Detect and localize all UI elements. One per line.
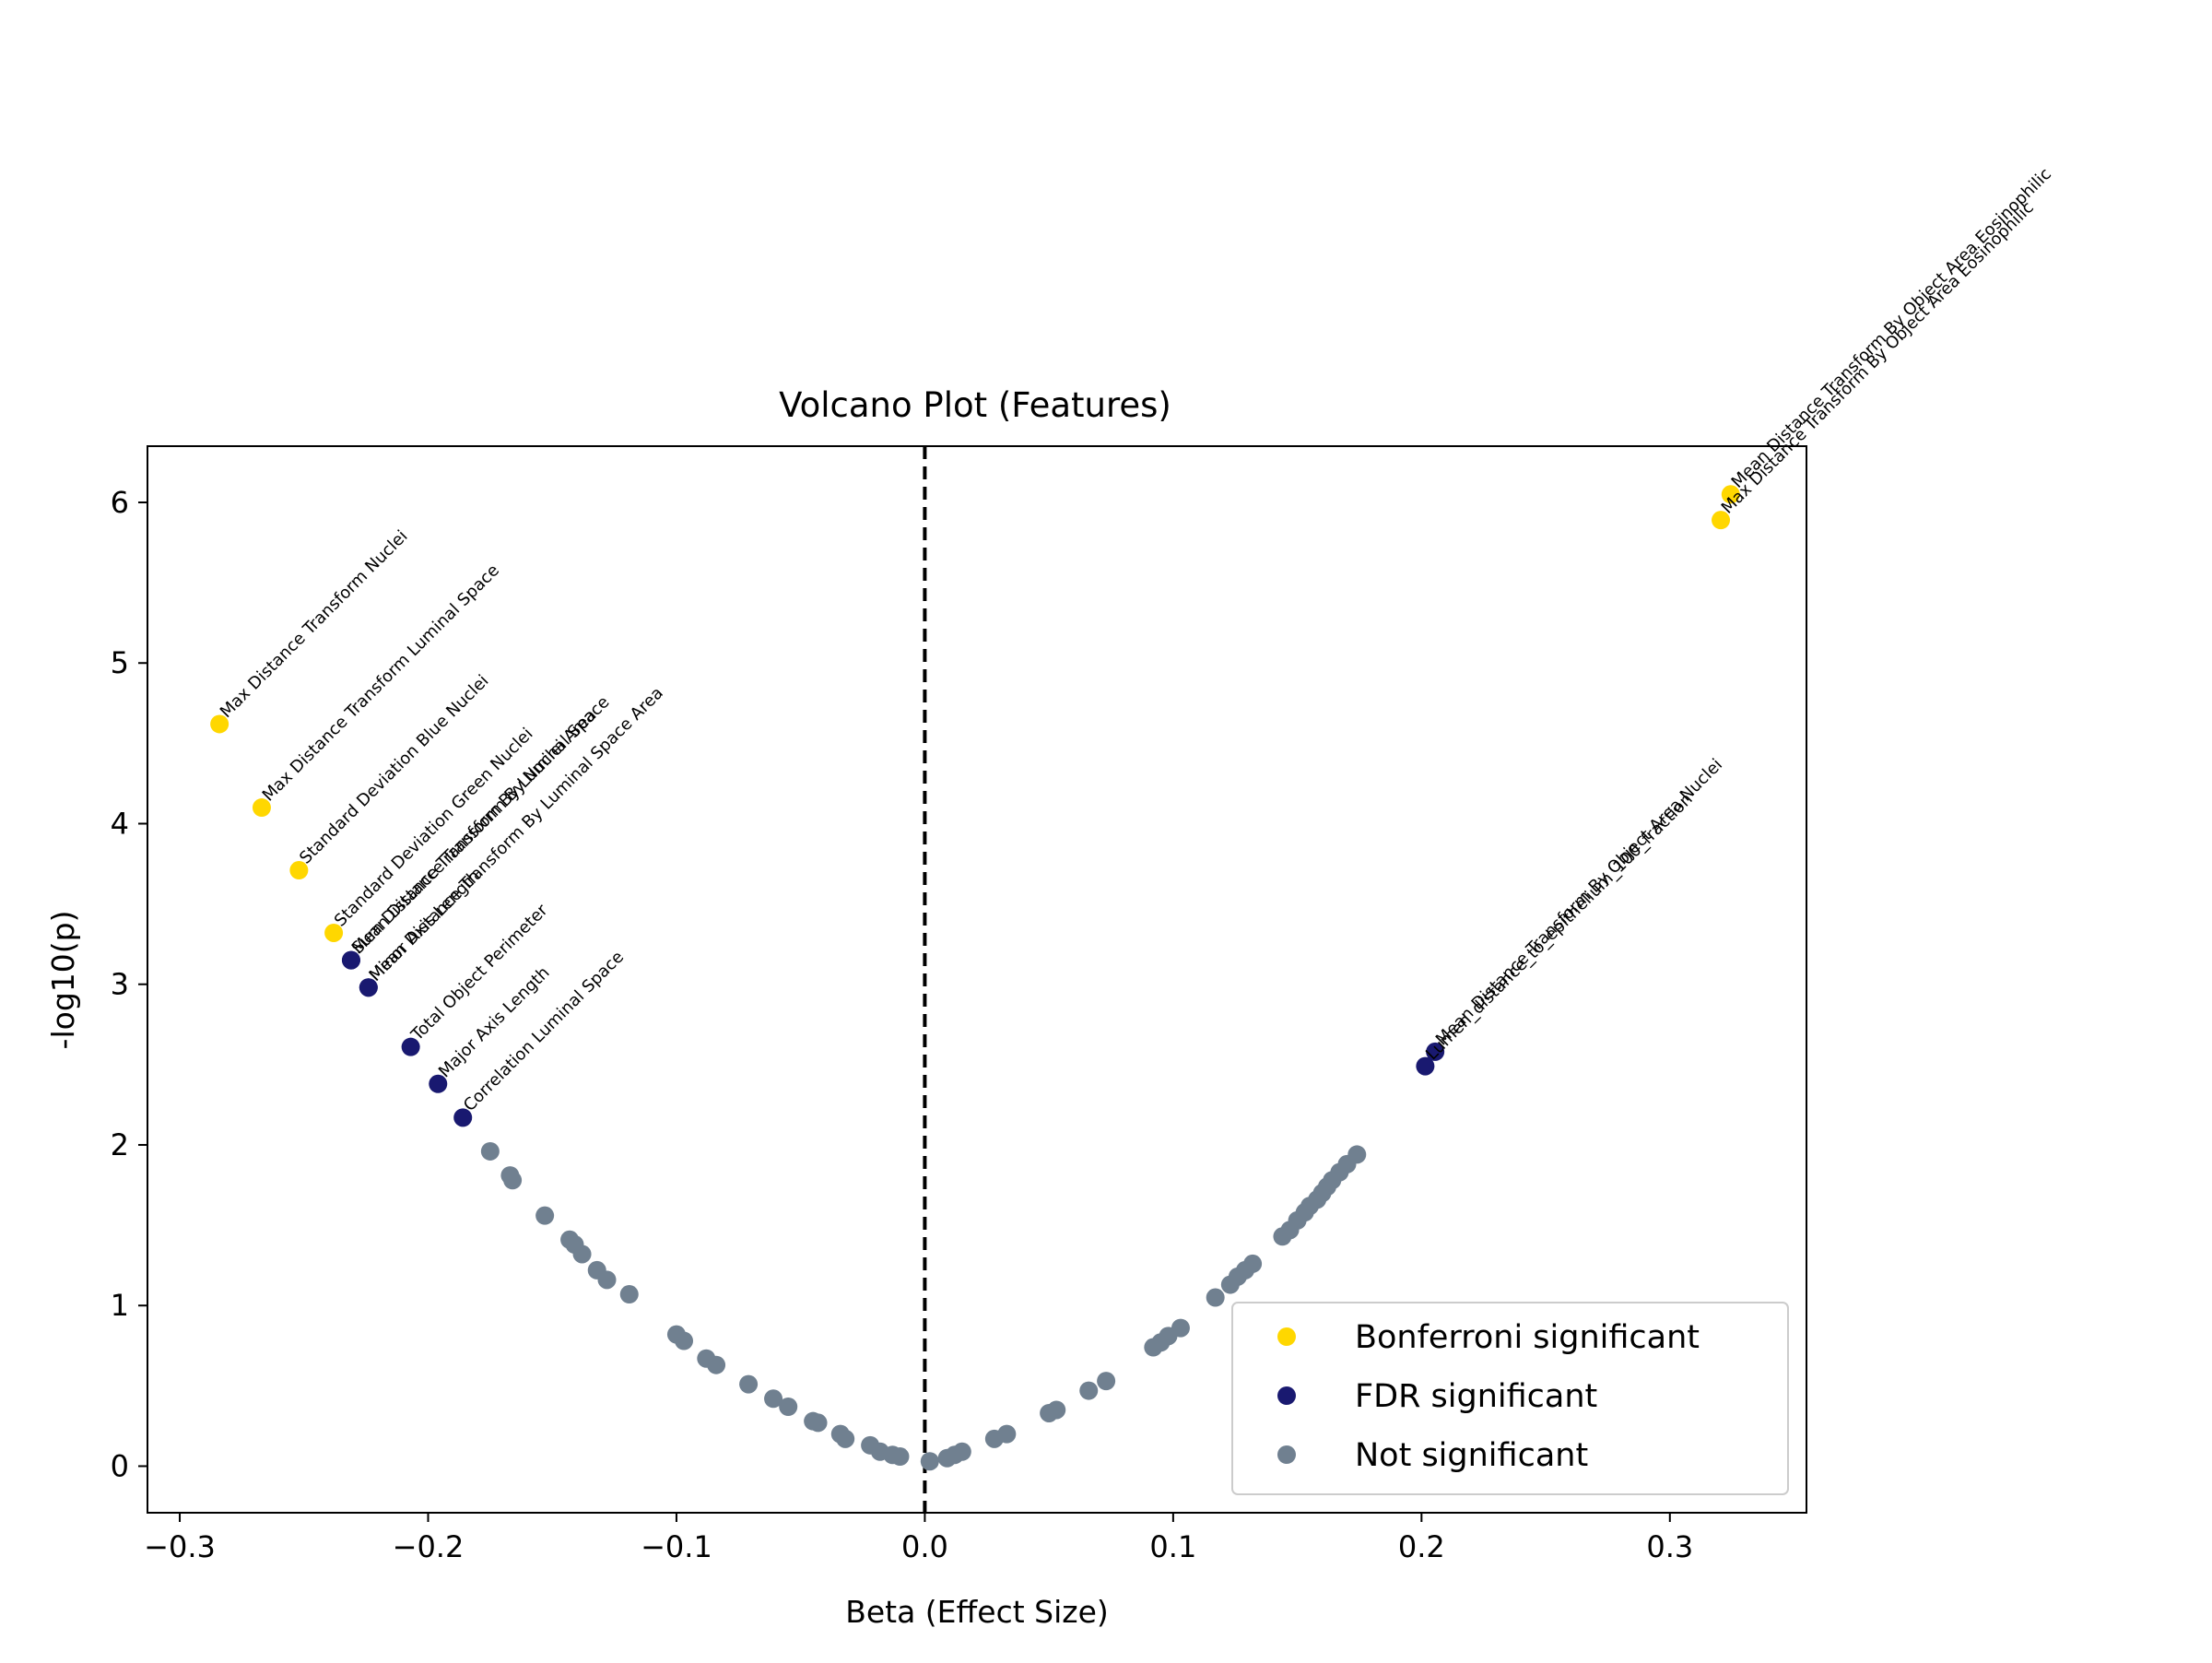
not-significant-point xyxy=(707,1355,726,1374)
chart-title: Volcano Plot (Features) xyxy=(779,385,1171,425)
y-axis-label: -log10(p) xyxy=(45,911,81,1050)
y-tick-label: 3 xyxy=(111,967,129,1002)
legend-marker xyxy=(1277,1386,1296,1405)
legend-box xyxy=(1231,1302,1789,1495)
plot-area xyxy=(210,446,1740,1513)
not-significant-point xyxy=(808,1413,828,1433)
point-annotation: Max Distance Transform By Object Area Eo… xyxy=(1718,198,2038,518)
not-significant-point xyxy=(1097,1372,1116,1391)
point-annotation: Major Axis Length xyxy=(435,963,554,1082)
legend-marker xyxy=(1277,1445,1296,1464)
x-tick-label: −0.3 xyxy=(144,1529,216,1564)
y-tick-label: 0 xyxy=(111,1448,129,1483)
not-significant-point xyxy=(597,1270,617,1290)
legend-label: FDR significant xyxy=(1355,1378,1597,1415)
legend-marker xyxy=(1277,1327,1296,1346)
legend: Bonferroni significant FDR significant Not… xyxy=(1231,1302,1789,1495)
point-annotation: Sum Distance Transform By Luminal Space xyxy=(348,692,614,958)
fdr-point xyxy=(341,950,360,970)
not-significant-point xyxy=(535,1206,555,1225)
point-annotation: Lumen_distance_to_epithelium_100_fractio… xyxy=(1422,789,1697,1064)
y-tick-label: 6 xyxy=(111,485,129,520)
x-tick-label: 0.2 xyxy=(1398,1529,1445,1564)
fdr-point xyxy=(453,1108,473,1127)
bonferroni-point xyxy=(210,714,229,734)
x-axis-label: Beta (Effect Size) xyxy=(845,1594,1109,1630)
not-significant-point xyxy=(764,1389,783,1409)
x-axis: −0.3 −0.2 −0.1 0.0 0.1 0.2 0.3 xyxy=(144,1513,1693,1564)
not-significant-point xyxy=(1347,1145,1367,1164)
fdr-point xyxy=(1426,1042,1445,1061)
not-significant-point xyxy=(675,1331,694,1350)
not-significant-point xyxy=(890,1447,910,1467)
fdr-point xyxy=(429,1074,448,1093)
y-tick-label: 1 xyxy=(111,1288,129,1323)
bonferroni-point xyxy=(289,861,309,880)
y-tick-label: 2 xyxy=(111,1127,129,1162)
fdr-point xyxy=(1416,1056,1435,1076)
y-tick-label: 4 xyxy=(111,806,129,841)
not-significant-point xyxy=(779,1397,798,1416)
not-significant-point xyxy=(619,1285,639,1304)
not-significant-point xyxy=(997,1424,1017,1444)
not-significant-point xyxy=(480,1141,500,1161)
y-tick-label: 5 xyxy=(111,645,129,680)
x-tick-label: 0.1 xyxy=(1149,1529,1196,1564)
bonferroni-point xyxy=(252,798,271,818)
not-significant-point xyxy=(739,1374,759,1394)
legend-label: Not significant xyxy=(1355,1437,1588,1474)
bonferroni-point xyxy=(1721,485,1740,504)
not-significant-point xyxy=(952,1442,971,1461)
x-tick-label: −0.1 xyxy=(641,1529,712,1564)
fdr-point xyxy=(359,978,378,997)
x-tick-label: 0.0 xyxy=(901,1529,948,1564)
not-significant-point xyxy=(1171,1318,1190,1338)
x-tick-label: 0.3 xyxy=(1646,1529,1693,1564)
fdr-point xyxy=(401,1037,420,1056)
not-significant-point xyxy=(920,1452,939,1471)
bonferroni-point xyxy=(324,923,344,942)
point-annotation: Mean Distance Transform By Object Area E… xyxy=(1728,164,2055,491)
annotations: Mean Distance Transform By Object Area E… xyxy=(217,164,2055,1115)
x-tick-label: −0.2 xyxy=(393,1529,465,1564)
not-significant-point xyxy=(836,1429,855,1448)
not-significant-point xyxy=(1243,1254,1263,1273)
not-significant-point xyxy=(1206,1288,1225,1307)
legend-label: Bonferroni significant xyxy=(1355,1319,1700,1356)
plot-frame xyxy=(147,445,1807,1514)
point-annotation: Standard Deviation Green Nuclei xyxy=(331,725,537,931)
y-axis: 0 1 2 3 4 5 6 xyxy=(111,485,147,1483)
not-significant-point xyxy=(572,1244,592,1264)
not-significant-point xyxy=(1047,1400,1066,1420)
not-significant-point xyxy=(503,1171,523,1190)
not-significant-point xyxy=(1079,1381,1099,1400)
bonferroni-point xyxy=(1712,511,1731,530)
